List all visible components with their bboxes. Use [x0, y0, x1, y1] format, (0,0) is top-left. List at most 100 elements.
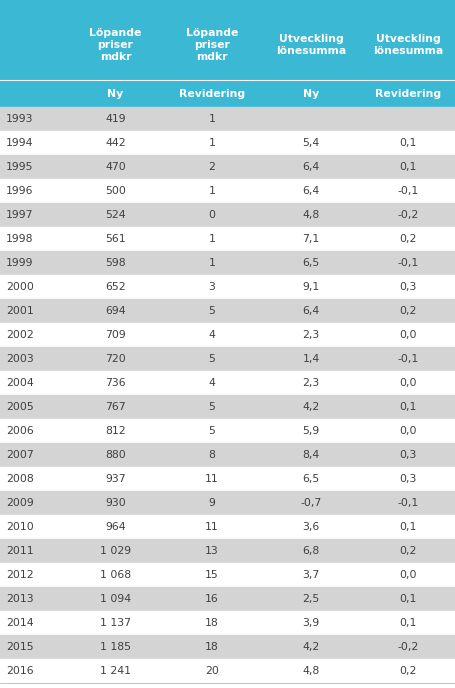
- Text: 15: 15: [205, 570, 219, 580]
- Text: 2016: 2016: [6, 666, 34, 676]
- Text: 2013: 2013: [6, 594, 34, 604]
- Text: 6,5: 6,5: [303, 474, 319, 484]
- Text: Löpande
priser
mdkr: Löpande priser mdkr: [89, 28, 142, 62]
- Text: 3,7: 3,7: [303, 570, 319, 580]
- Text: 2002: 2002: [6, 330, 34, 340]
- Text: Revidering: Revidering: [179, 89, 245, 99]
- Text: -0,1: -0,1: [397, 186, 419, 196]
- Bar: [0, 0, 455, 107]
- Text: 561: 561: [105, 234, 126, 244]
- Text: 2014: 2014: [6, 618, 34, 628]
- Text: 9,1: 9,1: [303, 282, 319, 292]
- Text: 0,0: 0,0: [399, 570, 417, 580]
- Bar: [0, 251, 455, 275]
- Text: 1: 1: [208, 138, 215, 148]
- Text: -0,2: -0,2: [397, 642, 419, 652]
- Text: 694: 694: [105, 306, 126, 316]
- Bar: [0, 131, 455, 155]
- Text: 6,5: 6,5: [303, 258, 319, 268]
- Text: 2008: 2008: [6, 474, 34, 484]
- Text: 0,3: 0,3: [399, 450, 417, 460]
- Text: 2003: 2003: [6, 354, 34, 364]
- Text: 2012: 2012: [6, 570, 34, 580]
- Bar: [0, 107, 455, 131]
- Bar: [0, 563, 455, 587]
- Text: 500: 500: [105, 186, 126, 196]
- Text: 930: 930: [105, 498, 126, 508]
- Text: 0,2: 0,2: [399, 234, 417, 244]
- Bar: [0, 419, 455, 443]
- Bar: [0, 203, 455, 227]
- Bar: [0, 443, 455, 467]
- Text: 2001: 2001: [6, 306, 34, 316]
- Text: 5: 5: [208, 402, 215, 412]
- Text: 1 029: 1 029: [100, 546, 131, 556]
- Text: 3,9: 3,9: [303, 618, 319, 628]
- Text: 2010: 2010: [6, 522, 34, 532]
- Text: 2009: 2009: [6, 498, 34, 508]
- Text: 0,1: 0,1: [399, 162, 417, 172]
- Text: 2006: 2006: [6, 426, 34, 436]
- Text: 2,5: 2,5: [303, 594, 319, 604]
- Text: 7,1: 7,1: [303, 234, 319, 244]
- Text: 4,8: 4,8: [303, 210, 319, 220]
- Text: 8,4: 8,4: [303, 450, 319, 460]
- Text: 5: 5: [208, 306, 215, 316]
- Text: 0,0: 0,0: [399, 378, 417, 388]
- Bar: [0, 275, 455, 299]
- Text: 709: 709: [105, 330, 126, 340]
- Text: 2015: 2015: [6, 642, 34, 652]
- Text: 0,1: 0,1: [399, 594, 417, 604]
- Text: -0,1: -0,1: [397, 354, 419, 364]
- Text: 8: 8: [208, 450, 215, 460]
- Bar: [0, 587, 455, 611]
- Text: 1 137: 1 137: [100, 618, 131, 628]
- Text: 0,1: 0,1: [399, 402, 417, 412]
- Text: 6,8: 6,8: [303, 546, 319, 556]
- Text: 470: 470: [105, 162, 126, 172]
- Text: 2: 2: [208, 162, 215, 172]
- Bar: [0, 611, 455, 635]
- Text: Utveckling
lönesumma: Utveckling lönesumma: [276, 34, 346, 56]
- Text: 0,3: 0,3: [399, 282, 417, 292]
- Text: 1997: 1997: [6, 210, 34, 220]
- Text: 1 068: 1 068: [100, 570, 131, 580]
- Text: 6,4: 6,4: [303, 162, 319, 172]
- Text: 1 241: 1 241: [100, 666, 131, 676]
- Text: 20: 20: [205, 666, 219, 676]
- Text: 937: 937: [105, 474, 126, 484]
- Text: 2007: 2007: [6, 450, 34, 460]
- Text: 1995: 1995: [6, 162, 34, 172]
- Text: 1999: 1999: [6, 258, 34, 268]
- Text: 767: 767: [105, 402, 126, 412]
- Text: 419: 419: [105, 114, 126, 124]
- Text: 1: 1: [208, 258, 215, 268]
- Text: Löpande
priser
mdkr: Löpande priser mdkr: [186, 28, 238, 62]
- Text: 0,0: 0,0: [399, 330, 417, 340]
- Text: 0,0: 0,0: [399, 426, 417, 436]
- Text: 0,3: 0,3: [399, 474, 417, 484]
- Text: 1,4: 1,4: [303, 354, 319, 364]
- Text: 18: 18: [205, 618, 219, 628]
- Text: 720: 720: [105, 354, 126, 364]
- Text: 812: 812: [105, 426, 126, 436]
- Text: 598: 598: [105, 258, 126, 268]
- Text: 18: 18: [205, 642, 219, 652]
- Text: 2011: 2011: [6, 546, 34, 556]
- Bar: [0, 299, 455, 323]
- Text: 1: 1: [208, 186, 215, 196]
- Text: 0: 0: [208, 210, 216, 220]
- Text: 0,2: 0,2: [399, 666, 417, 676]
- Text: -0,7: -0,7: [300, 498, 322, 508]
- Text: 13: 13: [205, 546, 219, 556]
- Text: 2005: 2005: [6, 402, 34, 412]
- Bar: [0, 323, 455, 347]
- Text: 736: 736: [105, 378, 126, 388]
- Text: -0,1: -0,1: [397, 258, 419, 268]
- Text: 5,9: 5,9: [303, 426, 319, 436]
- Bar: [0, 371, 455, 395]
- Bar: [0, 155, 455, 179]
- Bar: [0, 491, 455, 515]
- Bar: [0, 659, 455, 683]
- Text: 5,4: 5,4: [303, 138, 319, 148]
